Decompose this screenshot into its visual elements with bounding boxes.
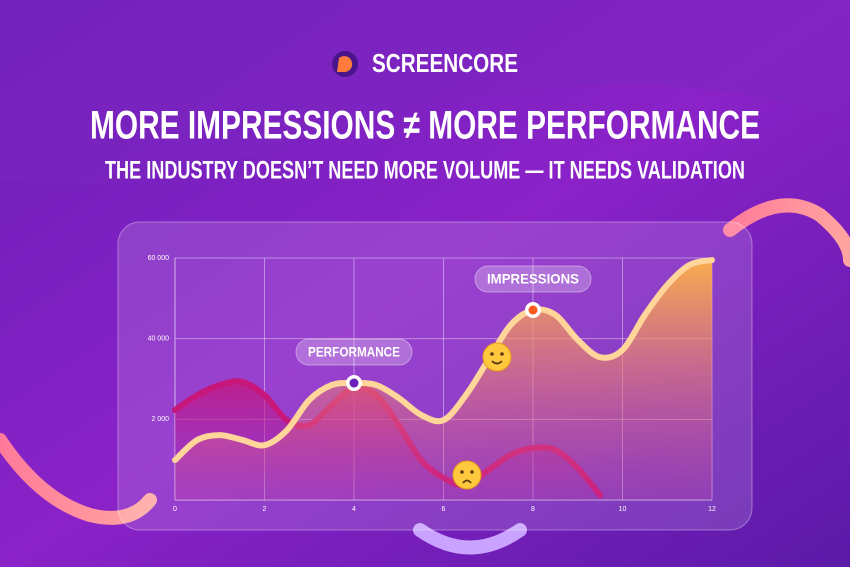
y-tick-label: 2 000 <box>151 416 169 423</box>
emoji-eye <box>490 352 494 356</box>
emoji <box>452 460 482 490</box>
point-marker-dot <box>528 305 538 315</box>
x-tick-label: 12 <box>708 506 716 513</box>
emoji-mouth <box>462 479 472 484</box>
emoji-eye <box>460 470 464 474</box>
brand: SCREENCORE <box>372 48 518 78</box>
x-tick-label: 4 <box>352 506 356 513</box>
x-tick-label: 6 <box>442 506 446 513</box>
logo <box>332 51 358 77</box>
emoji <box>482 342 512 372</box>
annotation: PERFORMANCE <box>308 344 400 360</box>
emoji-mouth <box>491 360 503 365</box>
emoji-eye <box>500 352 504 356</box>
decor-tube <box>0 433 157 525</box>
annotation-pill <box>474 265 592 293</box>
subtitle: THE INDUSTRY DOESN’T NEED MORE VOLUME — … <box>105 157 745 185</box>
annotation: IMPRESSIONS <box>487 271 579 287</box>
annotation-pill <box>295 338 413 366</box>
point-marker-dot <box>349 378 359 388</box>
plot: 2 000 40 000 60 000 0 2 4 6 8 10 12 PERFORMANCE IMP… <box>148 255 716 513</box>
title: MORE IMPRESSIONS ≠ MORE PERFORMANCE <box>90 104 760 148</box>
x-tick-label: 0 <box>173 506 177 513</box>
series-line <box>172 257 715 464</box>
x-tick-label: 10 <box>619 506 627 513</box>
background-shape <box>0 0 850 185</box>
x-tick-label: 2 <box>263 506 267 513</box>
series-area <box>175 260 712 500</box>
emoji-eye <box>470 470 474 474</box>
y-tick-label: 60 000 <box>148 255 170 262</box>
x-tick-label: 8 <box>531 506 535 513</box>
decor-tube <box>413 523 527 555</box>
y-tick-label: 40 000 <box>148 336 170 343</box>
decor-tube <box>723 198 850 267</box>
